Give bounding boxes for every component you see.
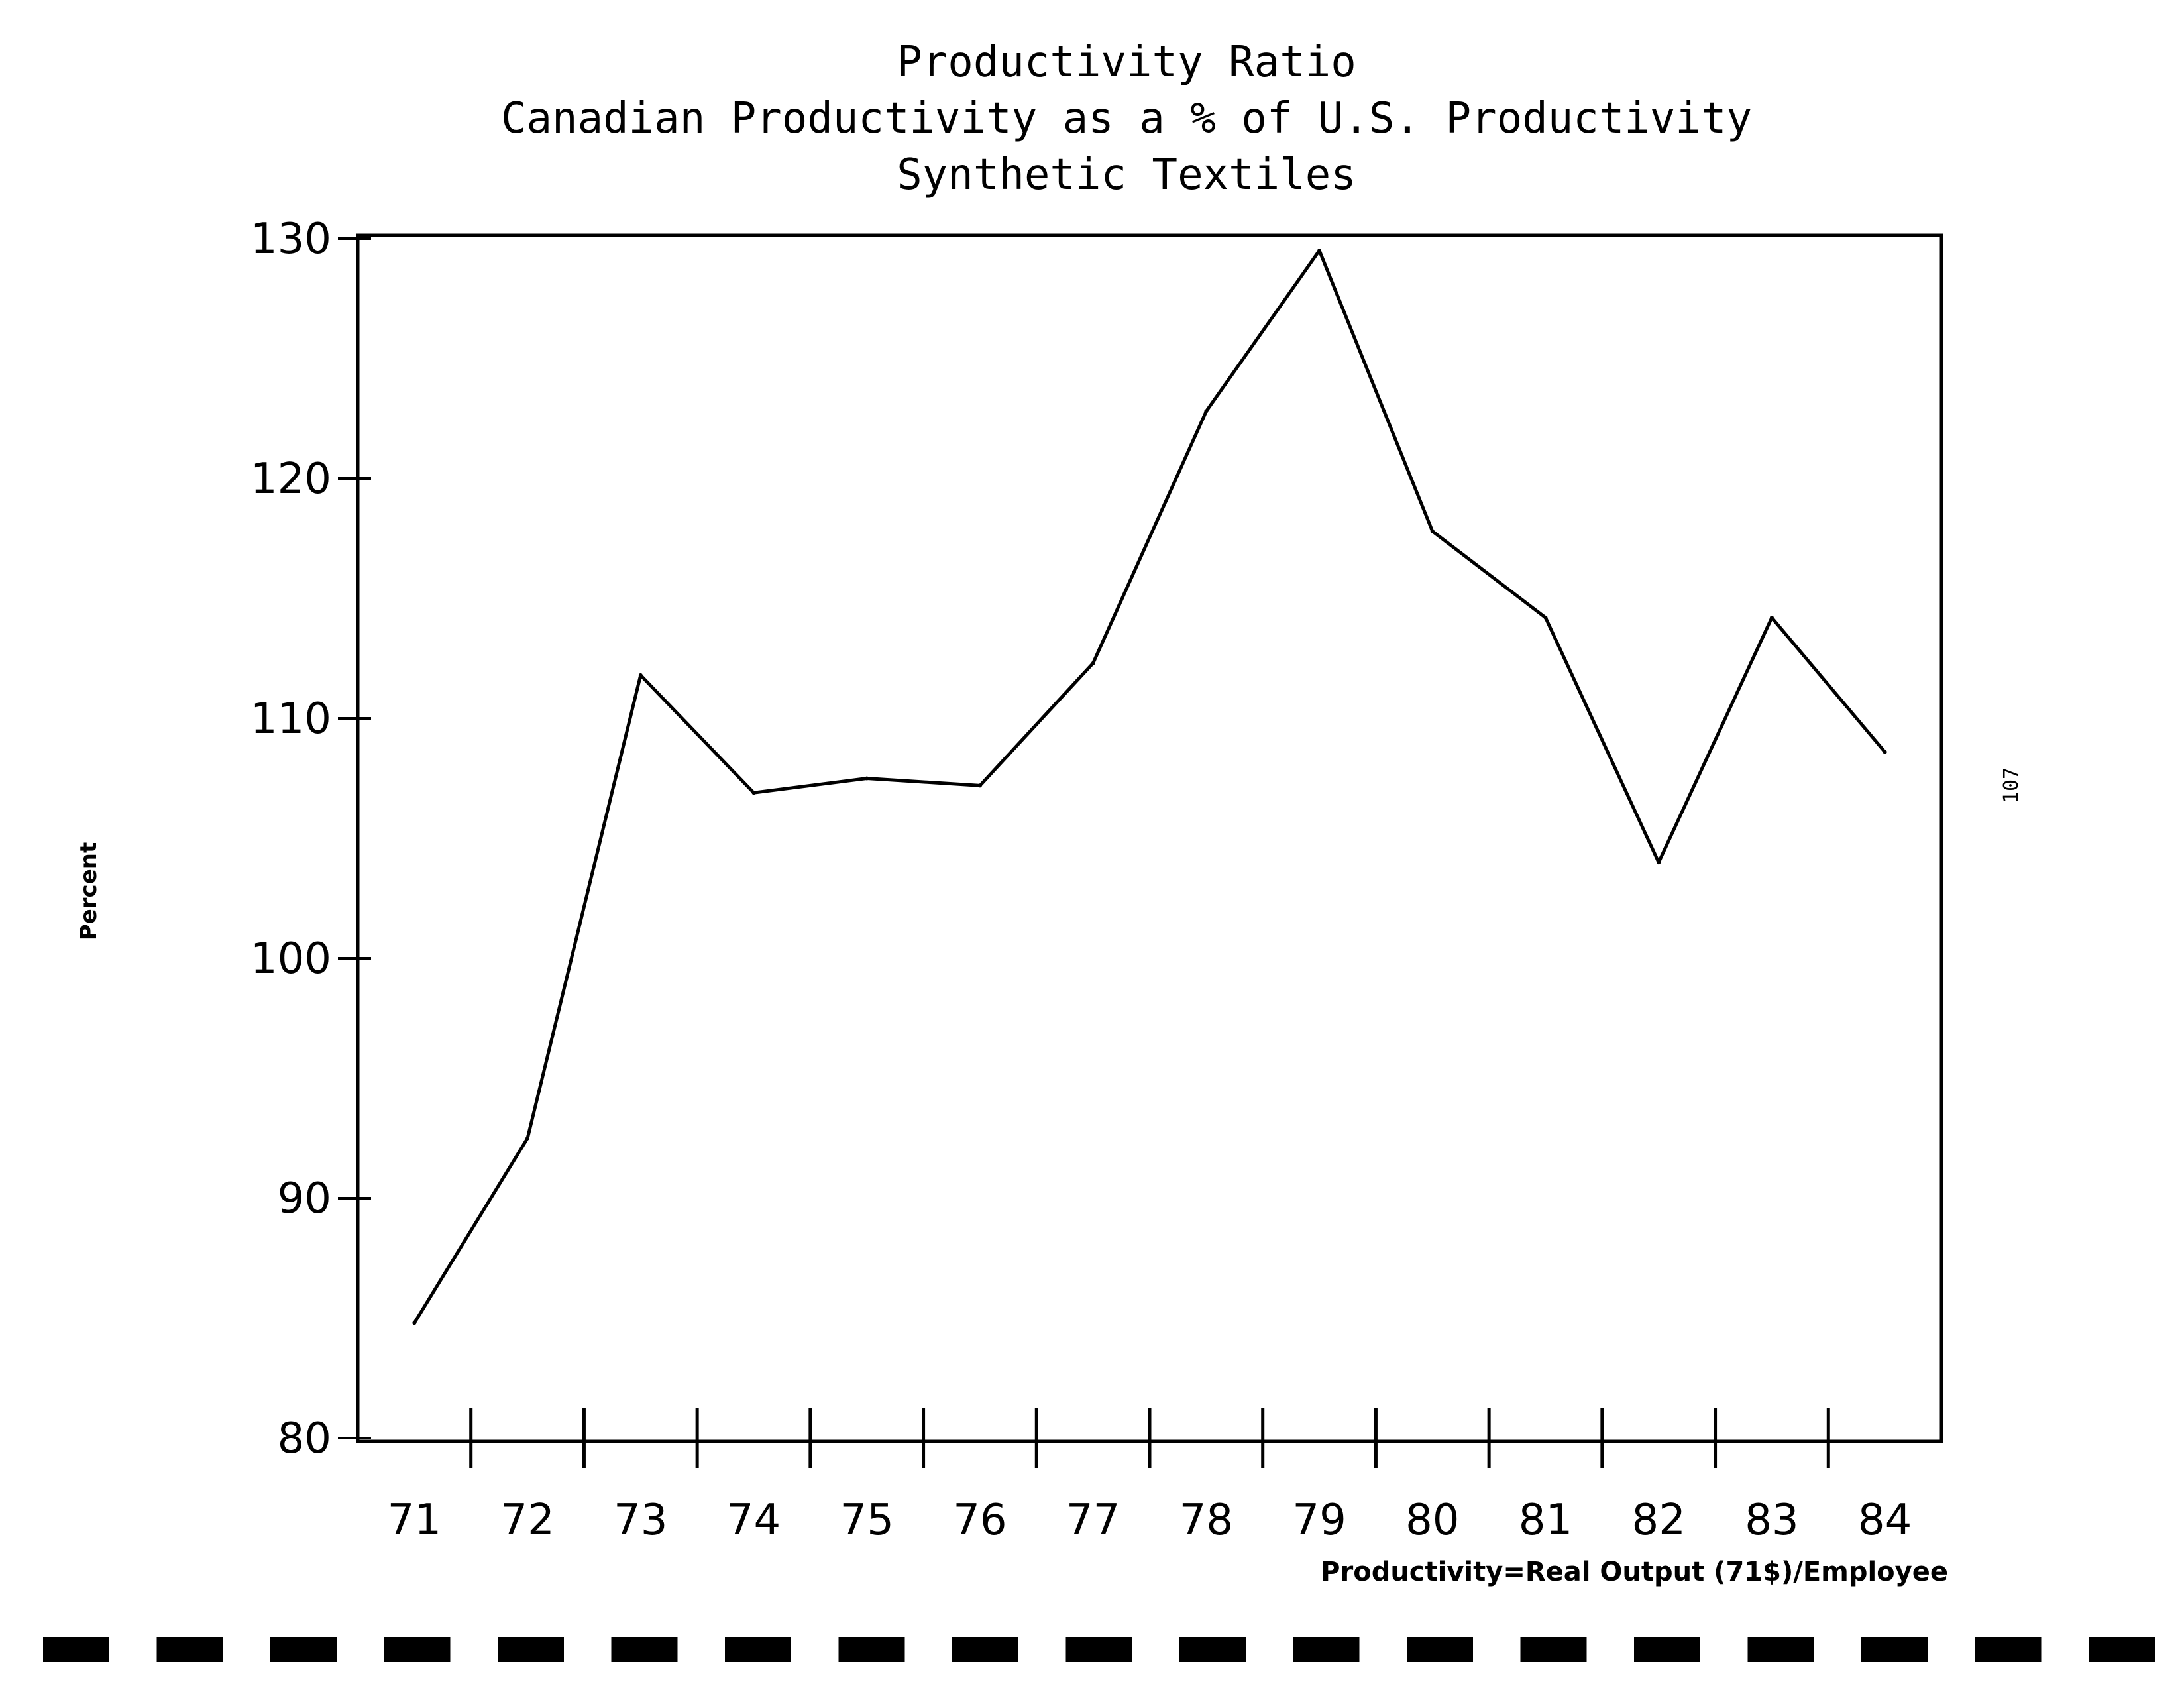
footer-dash xyxy=(725,1637,791,1662)
footer-dash xyxy=(611,1637,678,1662)
footer-dash xyxy=(1065,1637,1132,1662)
footer-dash xyxy=(43,1637,109,1662)
footer-dash xyxy=(1293,1637,1360,1662)
x-tick-label: 73 xyxy=(614,1496,667,1545)
x-tick-label: 79 xyxy=(1292,1496,1346,1545)
y-tick-label: 90 xyxy=(278,1174,331,1223)
x-tick-label: 78 xyxy=(1179,1496,1233,1545)
x-axis: 71 72 73 74 75 76 77 78 79 80 81 82 83 84 xyxy=(388,1408,1912,1545)
chart-subtitle-2: Synthetic Textiles xyxy=(897,150,1356,199)
footer-dash xyxy=(270,1637,337,1662)
data-point xyxy=(1883,750,1887,754)
footer-dash xyxy=(1975,1637,2042,1662)
x-tick-label: 76 xyxy=(953,1496,1007,1545)
footer-dash xyxy=(1179,1637,1246,1662)
footer-dash xyxy=(384,1637,451,1662)
x-tick-label: 84 xyxy=(1858,1496,1912,1545)
series-path xyxy=(413,249,1886,1324)
x-tick-label: 81 xyxy=(1519,1496,1572,1545)
x-tick-label: 72 xyxy=(500,1496,554,1545)
x-axis-note: Productivity=Real Output (71$)/Employee xyxy=(1321,1557,1948,1587)
data-point xyxy=(751,791,756,795)
data-point xyxy=(1769,615,1774,620)
y-tick-label: 100 xyxy=(250,934,331,983)
y-tick-label: 110 xyxy=(250,695,331,744)
y-tick-label: 80 xyxy=(278,1414,331,1463)
series-line xyxy=(412,249,1887,1325)
data-point xyxy=(977,783,982,788)
data-point xyxy=(1204,409,1209,414)
chart-subtitle: Canadian Productivity as a % of U.S. Pro… xyxy=(501,94,1752,143)
plot-frame xyxy=(356,233,1943,1443)
data-point xyxy=(1091,661,1095,665)
page-number: 107 xyxy=(2000,767,2023,803)
y-axis-label: Percent xyxy=(76,842,102,940)
footer-dashes xyxy=(43,1637,2155,1662)
x-tick-label: 75 xyxy=(840,1496,893,1545)
x-tick-label: 82 xyxy=(1631,1496,1685,1545)
x-tick-label: 83 xyxy=(1745,1496,1798,1545)
footer-dash xyxy=(2089,1637,2155,1662)
x-tick-label: 71 xyxy=(388,1496,441,1545)
footer-dash xyxy=(1407,1637,1473,1662)
footer-dash xyxy=(952,1637,1018,1662)
x-tick-label: 80 xyxy=(1405,1496,1459,1545)
data-point xyxy=(525,1136,530,1141)
data-point xyxy=(1430,529,1435,533)
data-point xyxy=(638,673,643,677)
data-point xyxy=(412,1321,417,1325)
x-tick-label: 77 xyxy=(1066,1496,1120,1545)
y-tick-label: 120 xyxy=(250,455,331,504)
footer-dash xyxy=(1520,1637,1587,1662)
footer-dash xyxy=(1634,1637,1700,1662)
chart-title: Productivity Ratio xyxy=(897,38,1356,87)
data-point xyxy=(865,776,869,781)
y-tick-label: 130 xyxy=(250,215,331,264)
footer-dash xyxy=(1747,1637,1814,1662)
data-point xyxy=(1317,249,1322,253)
y-axis: 80 90 100 110 120 130 xyxy=(250,215,371,1463)
footer-dash xyxy=(498,1637,564,1662)
footer-dash xyxy=(1861,1637,1928,1662)
x-tick-label: 74 xyxy=(727,1496,781,1545)
footer-dash xyxy=(156,1637,223,1662)
data-point xyxy=(1657,860,1661,865)
data-point xyxy=(1543,615,1548,620)
footer-dash xyxy=(838,1637,905,1662)
